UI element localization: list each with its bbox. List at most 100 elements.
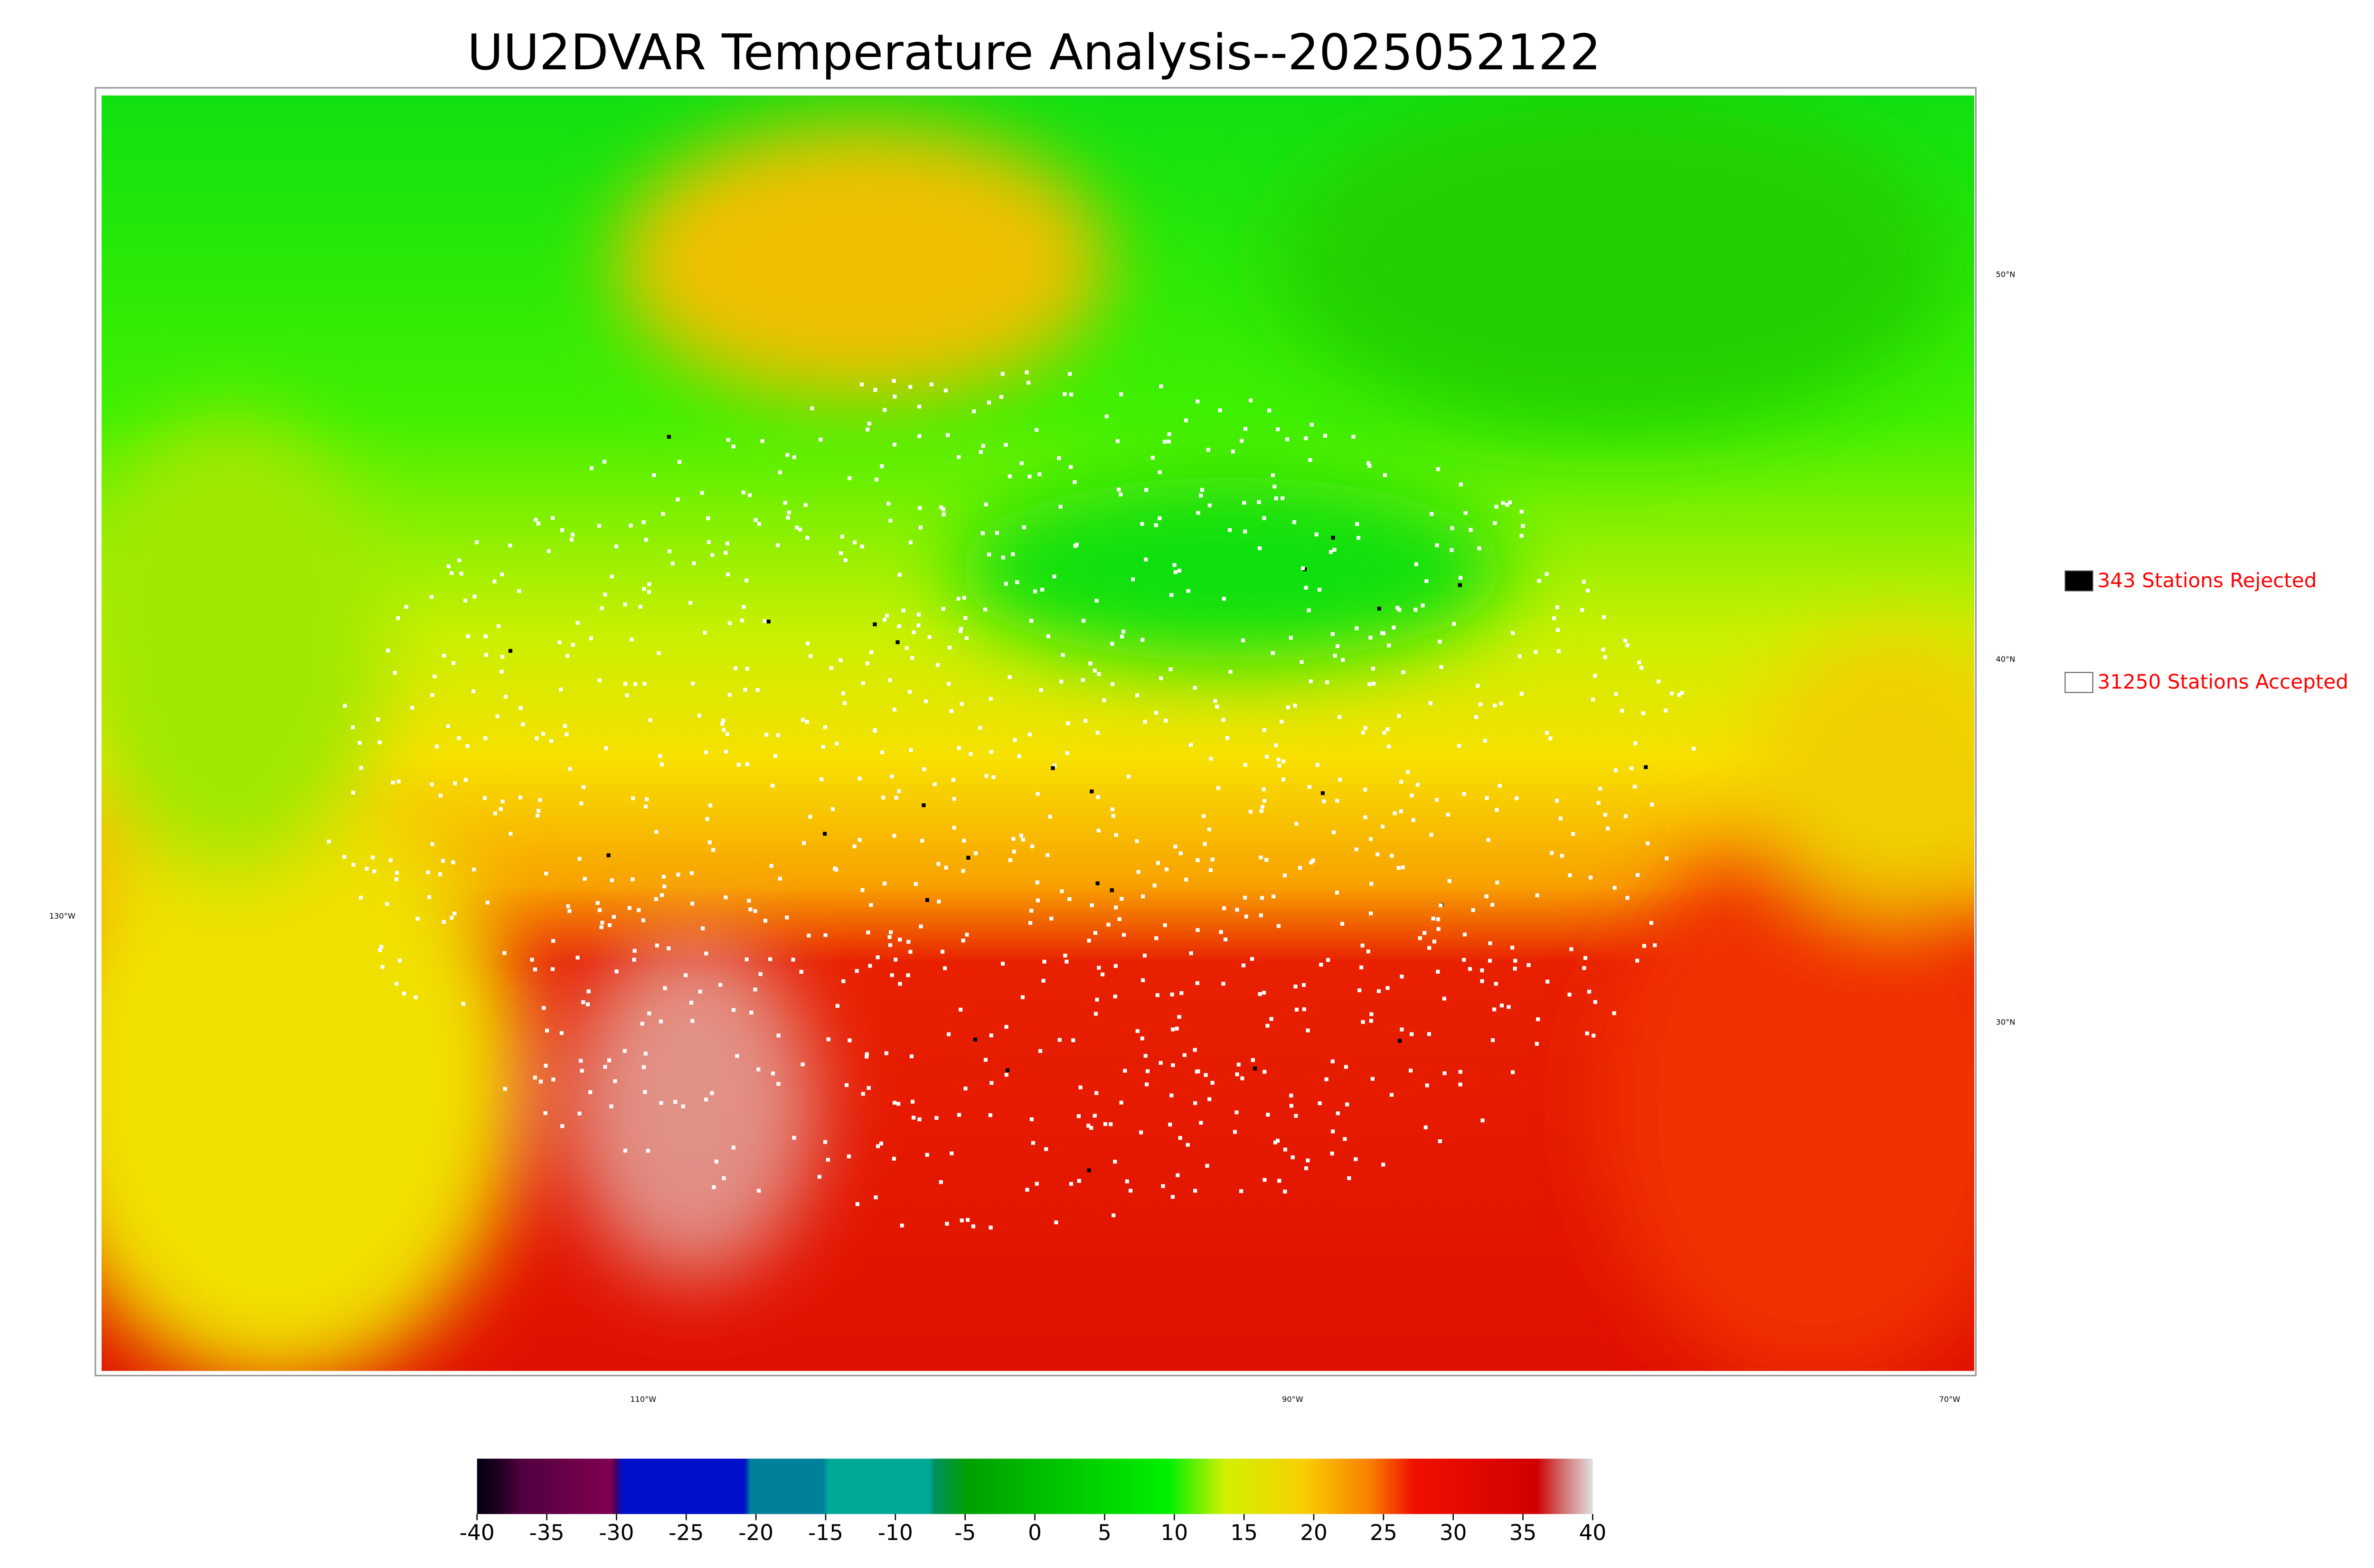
station (631, 796, 635, 800)
station (1386, 744, 1391, 749)
station (1361, 1020, 1365, 1024)
station (1545, 731, 1549, 735)
station (542, 1006, 546, 1010)
station (1042, 959, 1046, 964)
station (925, 898, 929, 902)
station (657, 651, 661, 655)
station (508, 649, 513, 653)
station (627, 906, 631, 910)
station (1035, 880, 1039, 884)
station (1093, 1012, 1098, 1016)
station (1367, 682, 1372, 686)
station (1135, 693, 1140, 697)
station (1025, 1188, 1029, 1192)
station (1603, 655, 1607, 659)
station (1089, 1126, 1093, 1130)
station (1244, 914, 1248, 919)
station (1387, 643, 1391, 648)
station (1436, 917, 1440, 921)
station (667, 435, 671, 439)
station (603, 1065, 607, 1069)
station (465, 744, 470, 748)
station (1354, 1157, 1358, 1161)
station (1363, 788, 1367, 792)
station (631, 877, 635, 882)
station (1271, 473, 1275, 478)
station (1173, 845, 1178, 849)
station (661, 874, 666, 879)
station (880, 750, 885, 754)
station (1536, 1017, 1540, 1022)
station (632, 958, 636, 962)
station (1022, 525, 1026, 529)
station (945, 1221, 949, 1226)
station (876, 955, 880, 959)
station (557, 640, 562, 645)
station (1315, 763, 1319, 767)
station (1495, 807, 1499, 812)
station (1397, 714, 1401, 718)
station (1206, 448, 1210, 452)
station (600, 606, 604, 610)
station (1620, 709, 1624, 713)
station (805, 720, 809, 724)
station (577, 1111, 582, 1116)
station (1359, 965, 1364, 969)
station (1344, 1065, 1348, 1069)
station (867, 422, 871, 426)
station (884, 1051, 888, 1055)
station (758, 972, 763, 976)
station (1129, 1189, 1133, 1193)
station (1427, 1032, 1431, 1036)
station (402, 991, 406, 995)
station (881, 796, 886, 800)
station (736, 762, 741, 767)
station (1172, 563, 1177, 567)
station (1325, 680, 1329, 685)
station (778, 876, 782, 881)
station (1143, 1054, 1148, 1058)
station (857, 838, 862, 842)
station (1395, 606, 1400, 610)
station (1535, 1042, 1539, 1046)
station (681, 1104, 685, 1108)
station (1250, 957, 1254, 961)
station (855, 969, 859, 973)
station (1170, 992, 1174, 996)
station (1510, 946, 1515, 950)
station (1319, 962, 1323, 967)
station (546, 549, 551, 553)
station (647, 590, 651, 594)
station (1094, 1091, 1099, 1095)
station (684, 973, 688, 977)
station (1253, 1066, 1257, 1070)
station (1664, 708, 1668, 713)
station (658, 754, 662, 758)
station (795, 526, 799, 530)
station (603, 592, 607, 597)
station (647, 1011, 651, 1015)
station (1139, 1130, 1143, 1135)
station (1400, 975, 1404, 979)
station (1447, 879, 1451, 883)
station (566, 904, 570, 909)
station (647, 582, 651, 586)
station (551, 1077, 556, 1081)
station (670, 561, 675, 565)
station (457, 558, 462, 563)
station (1006, 1068, 1010, 1072)
station (1415, 783, 1420, 787)
station (775, 543, 780, 547)
station (1201, 814, 1206, 818)
station (1027, 380, 1031, 385)
station (630, 638, 634, 642)
station (395, 871, 399, 875)
station (1071, 1038, 1075, 1042)
station (892, 1156, 896, 1161)
station (1291, 1155, 1295, 1160)
station (1069, 1182, 1074, 1186)
station (1474, 715, 1479, 719)
station (577, 857, 582, 861)
station (808, 815, 812, 819)
